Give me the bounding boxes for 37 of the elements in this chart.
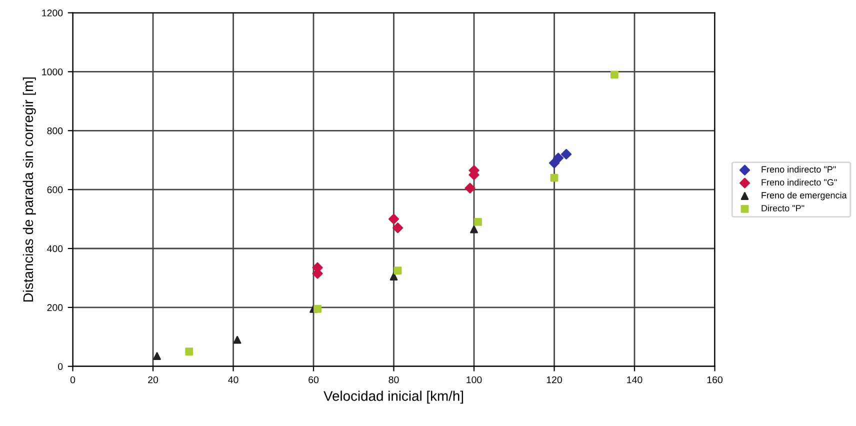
point <box>388 214 400 224</box>
x-tick-label: 80 <box>388 376 399 384</box>
point <box>550 174 558 182</box>
y-axis-title: Distancias de parada sin corregir [m] <box>22 77 36 302</box>
y-tick-label: 200 <box>47 304 63 312</box>
point <box>470 225 478 234</box>
x-tick-label: 160 <box>707 376 722 384</box>
x-axis-title: Velocidad inicial [km/h] <box>324 390 464 404</box>
point <box>560 148 572 160</box>
y-tick-label: 800 <box>47 127 63 134</box>
y-tick-label: 400 <box>47 245 63 252</box>
x-tick-label: 140 <box>627 376 642 384</box>
point <box>153 352 161 360</box>
point <box>314 304 322 313</box>
legend-label: Freno indirecto "G" <box>762 178 837 186</box>
legend-label: Directo "P" <box>762 204 804 212</box>
x-tick-label: 40 <box>228 376 238 384</box>
point <box>552 152 564 164</box>
x-tick-label: 20 <box>148 376 158 384</box>
x-tick-label: 100 <box>466 376 482 384</box>
point <box>474 218 482 226</box>
x-tick-label: 120 <box>546 376 562 384</box>
point <box>185 348 194 356</box>
legend-label: Freno de emergencia <box>762 192 847 200</box>
point <box>233 336 242 344</box>
legend-label: Freno indirecto "P" <box>762 166 836 173</box>
x-tick-label: 0 <box>70 376 76 384</box>
y-tick-label: 0 <box>58 363 63 370</box>
y-tick-label: 1000 <box>42 68 63 76</box>
point <box>390 272 398 280</box>
y-tick-label: 600 <box>47 186 63 194</box>
point <box>394 266 402 275</box>
y-tick-label: 1200 <box>42 10 63 16</box>
point <box>392 222 404 234</box>
point <box>610 70 618 79</box>
x-tick-label: 60 <box>308 376 319 384</box>
point <box>464 182 476 194</box>
